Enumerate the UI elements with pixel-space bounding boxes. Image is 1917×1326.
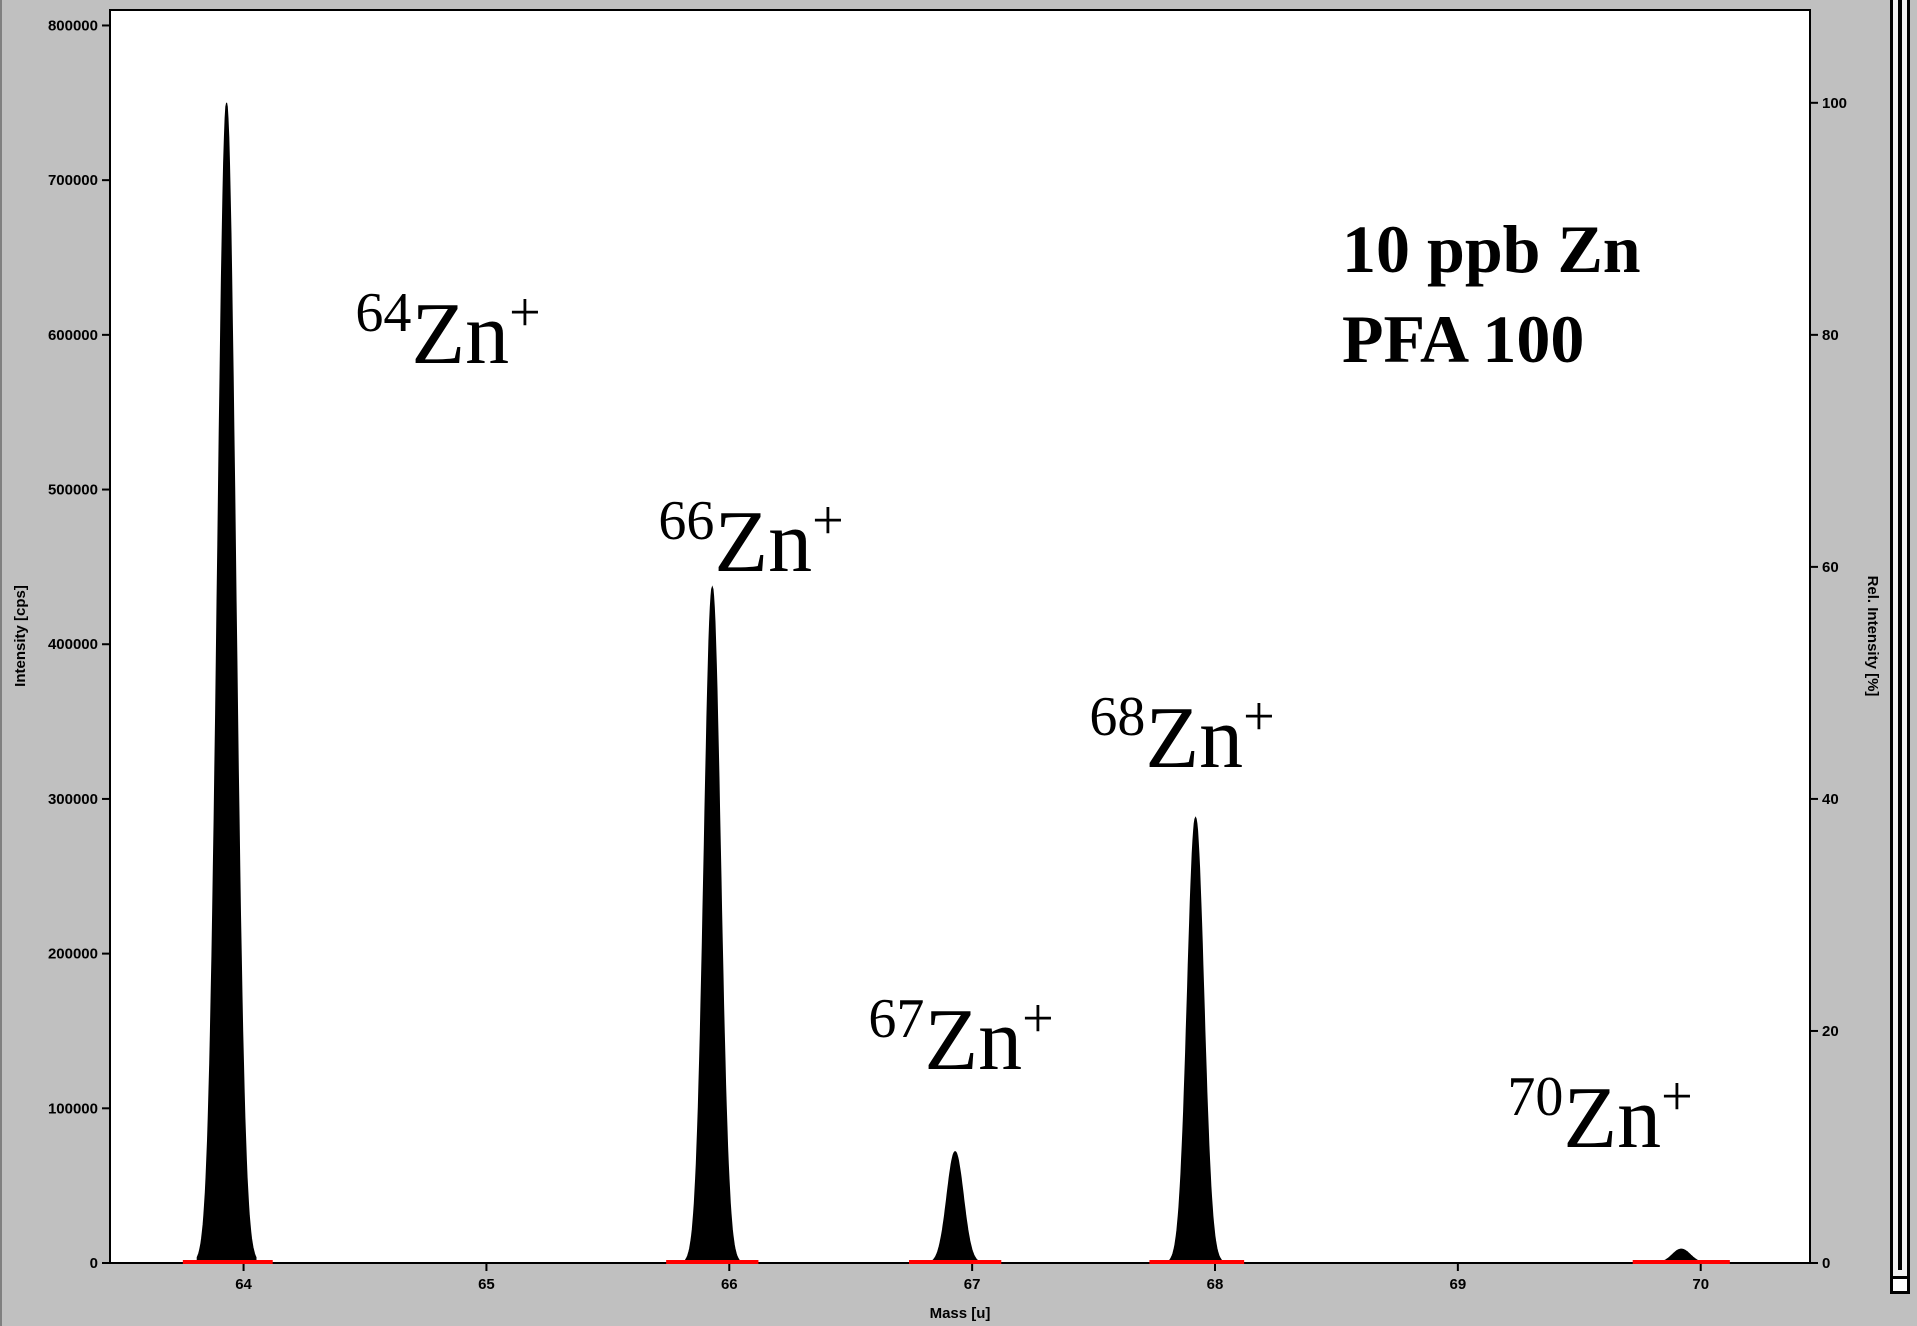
- isotope-label-66: 66Zn+: [658, 490, 843, 591]
- isotope-charge: +: [812, 490, 844, 552]
- y-axis-title: Intensity [cps]: [12, 585, 29, 687]
- isotope-charge: +: [1243, 686, 1275, 748]
- y2-tick-label: 100: [1822, 95, 1847, 112]
- y-tick-label: 500000: [48, 482, 98, 499]
- isotope-label-68: 68Zn+: [1089, 686, 1274, 787]
- x-tick-label: 65: [478, 1276, 495, 1293]
- y2-tick-label: 40: [1822, 791, 1839, 808]
- isotope-mass-number: 70: [1507, 1066, 1563, 1128]
- peak-64: [196, 102, 257, 1264]
- y-tick-label: 200000: [48, 946, 98, 963]
- isotope-charge: +: [509, 282, 541, 344]
- peak-67: [927, 1151, 983, 1264]
- sample-annotation-line-2: PFA 100: [1342, 301, 1584, 377]
- peak-68: [1168, 816, 1223, 1264]
- vertical-scrollbar[interactable]: [1890, 0, 1910, 1294]
- plot-area: [109, 9, 1811, 1264]
- y-axis-ticks: 0 100000 200000 300000 400000 500000 600000 700…: [48, 17, 110, 1272]
- isotope-label-64: 64Zn+: [355, 282, 540, 383]
- peak-66: [685, 585, 740, 1264]
- y-tick-label: 100000: [48, 1100, 98, 1117]
- isotope-element: Zn: [411, 286, 509, 383]
- x-tick-label: 64: [235, 1276, 252, 1293]
- y-tick-label: 400000: [48, 636, 98, 653]
- isotope-label-70: 70Zn+: [1507, 1066, 1692, 1167]
- y-tick-label: 300000: [48, 791, 98, 808]
- window-frame: [0, 0, 2, 1326]
- sample-annotation-line-1: 10 ppb Zn: [1342, 211, 1641, 287]
- y2-axis-ticks: 0 20 40 60 80 100: [1810, 95, 1847, 1272]
- scrollbar-track: [1898, 0, 1902, 1270]
- isotope-element: Zn: [714, 494, 812, 591]
- x-tick-label: 70: [1692, 1276, 1709, 1293]
- isotope-mass-number: 64: [355, 282, 411, 344]
- scrollbar-thumb[interactable]: [1890, 1276, 1910, 1294]
- y-tick-label: 600000: [48, 327, 98, 344]
- x-tick-label: 69: [1450, 1276, 1467, 1293]
- x-axis-ticks: 64 65 66 67 68 69 70: [235, 1263, 1709, 1293]
- x-axis-title: Mass [u]: [930, 1305, 991, 1322]
- x-tick-label: 67: [964, 1276, 981, 1293]
- y2-axis-title: Rel. Intensity [%]: [1864, 576, 1881, 697]
- peak-labels: 64Zn+66Zn+67Zn+68Zn+70Zn+: [355, 282, 1692, 1167]
- x-tick-label: 68: [1207, 1276, 1224, 1293]
- y-tick-label: 0: [90, 1255, 98, 1272]
- isotope-element: Zn: [1145, 690, 1243, 787]
- y2-tick-label: 20: [1822, 1023, 1839, 1040]
- isotope-element: Zn: [924, 992, 1022, 1089]
- y-tick-label: 800000: [48, 17, 98, 34]
- isotope-charge: +: [1661, 1066, 1693, 1128]
- isotope-mass-number: 66: [658, 490, 714, 552]
- spectrum-peaks: [196, 102, 1712, 1264]
- x-tick-label: 66: [721, 1276, 738, 1293]
- isotope-mass-number: 68: [1089, 686, 1145, 748]
- isotope-element: Zn: [1563, 1070, 1661, 1167]
- isotope-label-67: 67Zn+: [868, 988, 1053, 1089]
- y-tick-label: 700000: [48, 172, 98, 189]
- y2-tick-label: 80: [1822, 327, 1839, 344]
- y2-tick-label: 60: [1822, 559, 1839, 576]
- isotope-mass-number: 67: [868, 988, 924, 1050]
- isotope-charge: +: [1022, 988, 1054, 1050]
- y2-tick-label: 0: [1822, 1255, 1830, 1272]
